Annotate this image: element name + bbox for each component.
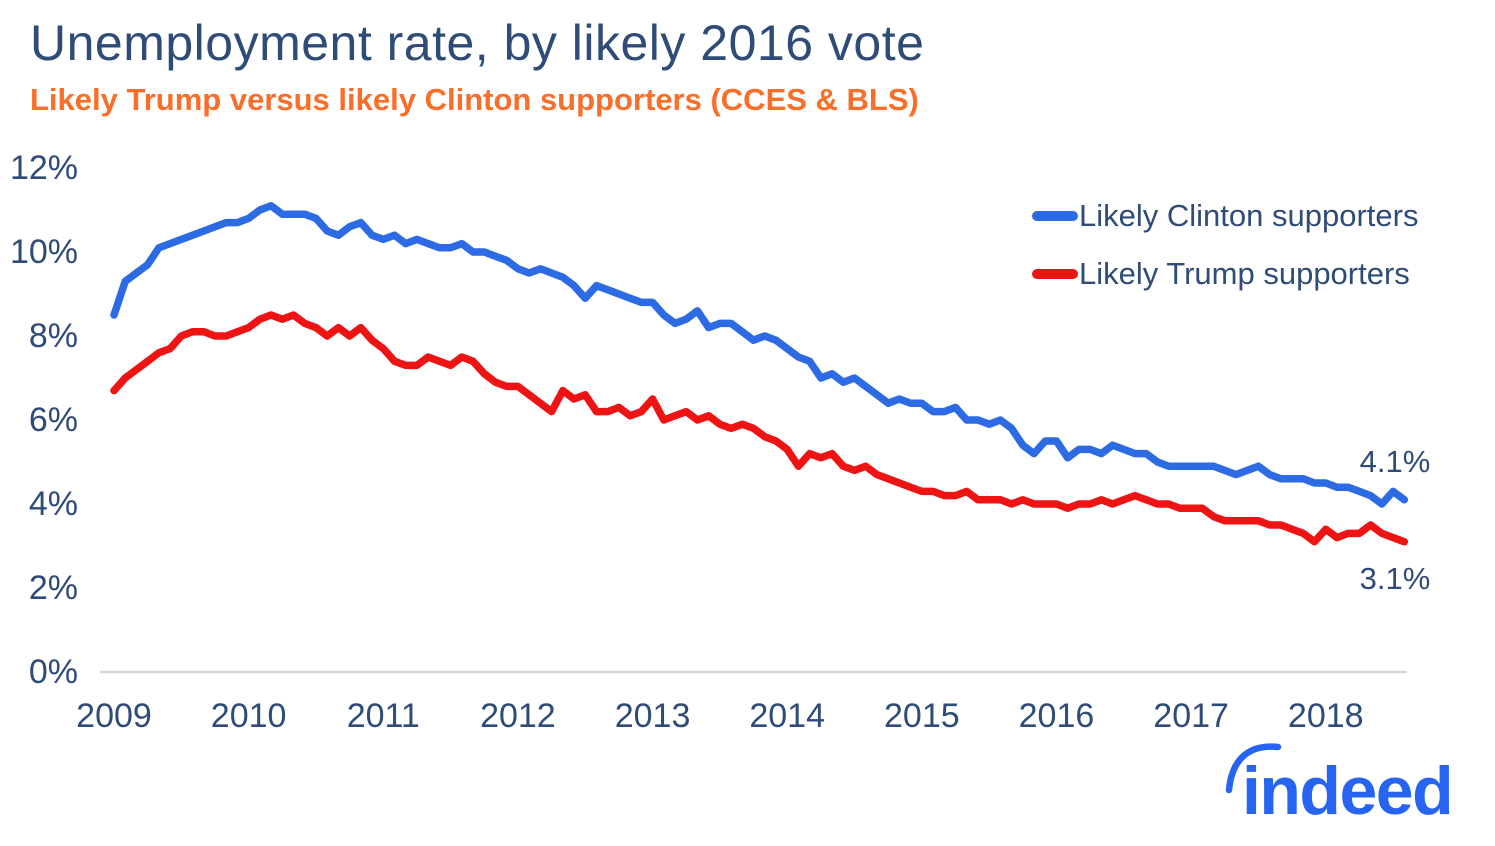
- x-axis-tick-label: 2009: [76, 697, 152, 735]
- y-axis-tick-label: 0%: [28, 653, 78, 691]
- y-axis-tick-label: 10%: [9, 233, 78, 271]
- x-axis-tick-label: 2016: [1018, 697, 1095, 735]
- x-axis-tick-label: 2018: [1287, 697, 1364, 735]
- clinton-series-line: [110, 202, 1409, 508]
- trump-end-value-label: 3.1%: [1359, 561, 1431, 596]
- indeed-logo: indeed: [1225, 743, 1454, 823]
- legend-item-trump: Likely Trump supporters: [1032, 254, 1418, 294]
- y-axis-tick-label: 12%: [9, 149, 78, 187]
- legend-label: Likely Trump supporters: [1079, 256, 1410, 291]
- clinton-end-value-label: 4.1%: [1359, 444, 1431, 479]
- legend: Likely Clinton supporters Likely Trump su…: [1032, 196, 1418, 294]
- clinton-line-swatch-icon: [1032, 211, 1078, 221]
- y-axis-tick-label: 6%: [28, 401, 78, 439]
- x-axis-tick-label: 2015: [884, 697, 960, 735]
- x-axis-tick-label: 2010: [210, 697, 287, 735]
- legend-item-clinton: Likely Clinton supporters: [1032, 196, 1418, 236]
- y-axis-tick-label: 8%: [28, 317, 78, 355]
- trump-series-line: [110, 311, 1409, 546]
- x-axis-tick-label: 2014: [749, 697, 825, 735]
- x-axis-tick-label: 2011: [346, 697, 420, 735]
- x-axis-tick-label: 2012: [480, 697, 556, 735]
- y-axis-tick-label: 4%: [28, 485, 78, 523]
- page-subtitle: Likely Trump versus likely Clinton suppo…: [30, 82, 919, 117]
- legend-label: Likely Clinton supporters: [1079, 198, 1419, 233]
- page-title: Unemployment rate, by likely 2016 vote: [30, 15, 925, 71]
- indeed-logo-arc-icon: [1225, 743, 1282, 794]
- x-axis-tick-label: 2013: [614, 697, 691, 735]
- trump-line-swatch-icon: [1032, 269, 1078, 279]
- x-axis-tick-label: 2017: [1153, 697, 1229, 735]
- indeed-logo-text: indeed: [1242, 753, 1452, 823]
- y-axis-tick-label: 2%: [28, 569, 78, 607]
